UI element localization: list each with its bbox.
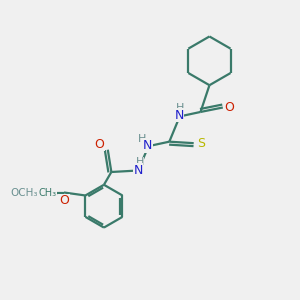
- Text: H: H: [138, 134, 146, 144]
- Text: N: N: [134, 164, 143, 177]
- Text: O: O: [94, 138, 104, 151]
- Text: H: H: [176, 103, 184, 113]
- Text: S: S: [197, 137, 205, 150]
- Text: H: H: [135, 157, 144, 167]
- Text: N: N: [143, 139, 153, 152]
- Text: O: O: [59, 194, 69, 207]
- Text: N: N: [174, 109, 184, 122]
- Text: CH₃: CH₃: [39, 188, 57, 197]
- Text: O: O: [224, 101, 234, 114]
- Text: OCH₃: OCH₃: [11, 188, 38, 197]
